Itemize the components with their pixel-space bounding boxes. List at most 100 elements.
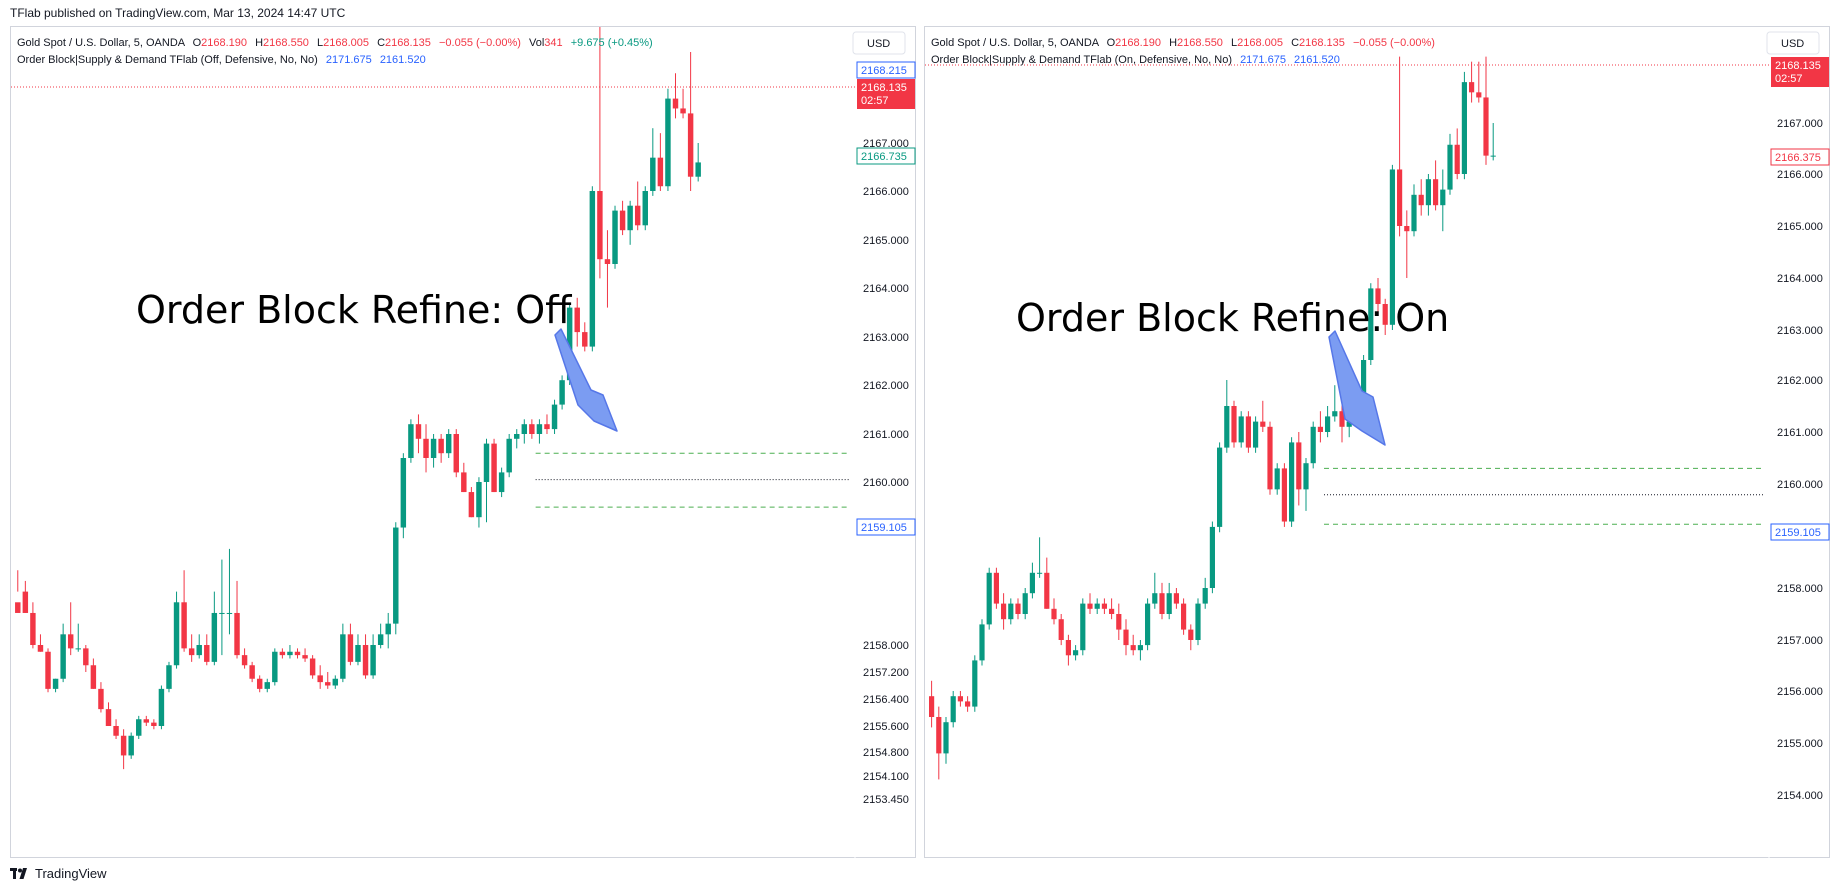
candle[interactable] bbox=[423, 424, 429, 473]
candle[interactable] bbox=[1433, 160, 1439, 211]
candle[interactable] bbox=[1044, 557, 1050, 609]
candle[interactable] bbox=[551, 399, 558, 434]
candle[interactable] bbox=[1418, 179, 1424, 216]
candle[interactable] bbox=[377, 623, 384, 649]
candle[interactable] bbox=[950, 691, 956, 728]
candle[interactable] bbox=[1483, 56, 1489, 165]
candle[interactable] bbox=[589, 186, 596, 352]
candle[interactable] bbox=[1389, 164, 1395, 330]
candle[interactable] bbox=[1029, 562, 1035, 599]
candle[interactable] bbox=[559, 375, 565, 410]
candle[interactable] bbox=[929, 680, 935, 728]
candle[interactable] bbox=[75, 623, 81, 652]
candle[interactable] bbox=[1022, 588, 1028, 620]
candle[interactable] bbox=[1181, 598, 1187, 635]
candle[interactable] bbox=[461, 462, 467, 493]
candle[interactable] bbox=[1188, 624, 1194, 651]
candle[interactable] bbox=[67, 602, 74, 656]
candle[interactable] bbox=[1332, 385, 1338, 422]
candle[interactable] bbox=[188, 634, 195, 662]
candle[interactable] bbox=[83, 645, 89, 672]
refine-annotation[interactable]: Order Block Refine: On bbox=[1016, 296, 1449, 340]
candle[interactable] bbox=[15, 570, 21, 613]
candle[interactable] bbox=[1195, 598, 1201, 646]
candle[interactable] bbox=[672, 73, 679, 119]
candle[interactable] bbox=[1101, 598, 1107, 614]
price-axis[interactable]: 2153.450 2154.100 2154.800 2155.600 2156.400… bbox=[863, 138, 909, 806]
candle[interactable] bbox=[1109, 598, 1115, 620]
candle[interactable] bbox=[173, 591, 180, 669]
candle[interactable] bbox=[468, 487, 475, 518]
indicator-title-right[interactable]: Order Block|Supply & Demand TFlab (On, D… bbox=[931, 54, 1232, 66]
candle[interactable] bbox=[1116, 603, 1122, 640]
chart-panel-right[interactable]: Order Block Refine: On 2154.000 2155.000 21… bbox=[924, 26, 1830, 859]
candle[interactable] bbox=[1274, 463, 1280, 495]
candle[interactable] bbox=[604, 230, 611, 308]
candle[interactable] bbox=[650, 128, 656, 196]
indicator-title-left[interactable]: Order Block|Supply & Demand TFlab (Off, … bbox=[17, 54, 318, 66]
annotation-arrow-icon[interactable] bbox=[1328, 330, 1386, 446]
candle[interactable] bbox=[60, 623, 66, 683]
candle[interactable] bbox=[521, 419, 528, 444]
candle[interactable] bbox=[627, 200, 633, 245]
candle[interactable] bbox=[355, 634, 361, 666]
price-axis[interactable]: 2154.000 2155.000 2156.000 2157.000 2158.000… bbox=[1777, 118, 1823, 802]
candle[interactable] bbox=[204, 634, 210, 666]
candle[interactable] bbox=[105, 702, 112, 726]
candle[interactable] bbox=[536, 419, 543, 444]
candle[interactable] bbox=[957, 691, 963, 707]
candle[interactable] bbox=[1317, 411, 1323, 443]
candle[interactable] bbox=[453, 429, 459, 478]
candle[interactable] bbox=[408, 419, 414, 463]
candle[interactable] bbox=[1447, 133, 1453, 195]
candle[interactable] bbox=[965, 696, 971, 712]
candle[interactable] bbox=[1231, 400, 1237, 448]
candle[interactable] bbox=[219, 559, 225, 656]
candle[interactable] bbox=[120, 729, 127, 770]
candle[interactable] bbox=[695, 143, 701, 182]
candle[interactable] bbox=[211, 591, 218, 666]
candle[interactable] bbox=[1051, 598, 1057, 625]
candle[interactable] bbox=[1209, 521, 1215, 594]
candle[interactable] bbox=[136, 715, 142, 739]
candle[interactable] bbox=[1289, 437, 1295, 527]
candle[interactable] bbox=[1202, 577, 1208, 609]
tradingview-brand[interactable]: TradingView bbox=[10, 866, 107, 881]
candle[interactable] bbox=[22, 580, 29, 613]
candle[interactable] bbox=[544, 414, 550, 434]
candle[interactable] bbox=[1368, 283, 1374, 365]
candle[interactable] bbox=[264, 678, 270, 693]
candle[interactable] bbox=[506, 434, 512, 478]
candle[interactable] bbox=[1123, 619, 1129, 656]
candle[interactable] bbox=[1310, 421, 1316, 469]
candle[interactable] bbox=[234, 580, 240, 659]
candle[interactable] bbox=[1454, 128, 1460, 180]
candle[interactable] bbox=[665, 88, 671, 191]
candle[interactable] bbox=[979, 619, 985, 666]
candle[interactable] bbox=[1469, 61, 1475, 103]
candle[interactable] bbox=[385, 612, 391, 649]
candle[interactable] bbox=[1080, 598, 1086, 656]
candle[interactable] bbox=[1260, 400, 1266, 432]
candle[interactable] bbox=[393, 522, 399, 635]
candle[interactable] bbox=[279, 648, 286, 659]
candle[interactable] bbox=[30, 602, 36, 649]
candle[interactable] bbox=[340, 623, 346, 683]
candle[interactable] bbox=[1325, 406, 1331, 438]
candle[interactable] bbox=[1159, 582, 1165, 620]
candle[interactable] bbox=[529, 419, 535, 439]
candle[interactable] bbox=[332, 675, 339, 689]
candle[interactable] bbox=[151, 719, 157, 730]
candle[interactable] bbox=[1382, 298, 1388, 335]
candle[interactable] bbox=[1476, 61, 1482, 103]
currency-selector[interactable]: USD bbox=[1766, 31, 1820, 55]
candle[interactable] bbox=[687, 51, 694, 191]
candle[interactable] bbox=[294, 648, 301, 659]
candle[interactable] bbox=[302, 648, 308, 662]
candle[interactable] bbox=[619, 200, 626, 236]
candle[interactable] bbox=[309, 655, 316, 679]
candle[interactable] bbox=[1375, 278, 1381, 315]
symbol-title-left[interactable]: Gold Spot / U.S. Dollar, 5, OANDA bbox=[17, 37, 185, 49]
candle[interactable] bbox=[1130, 634, 1136, 656]
candle[interactable] bbox=[514, 429, 520, 449]
